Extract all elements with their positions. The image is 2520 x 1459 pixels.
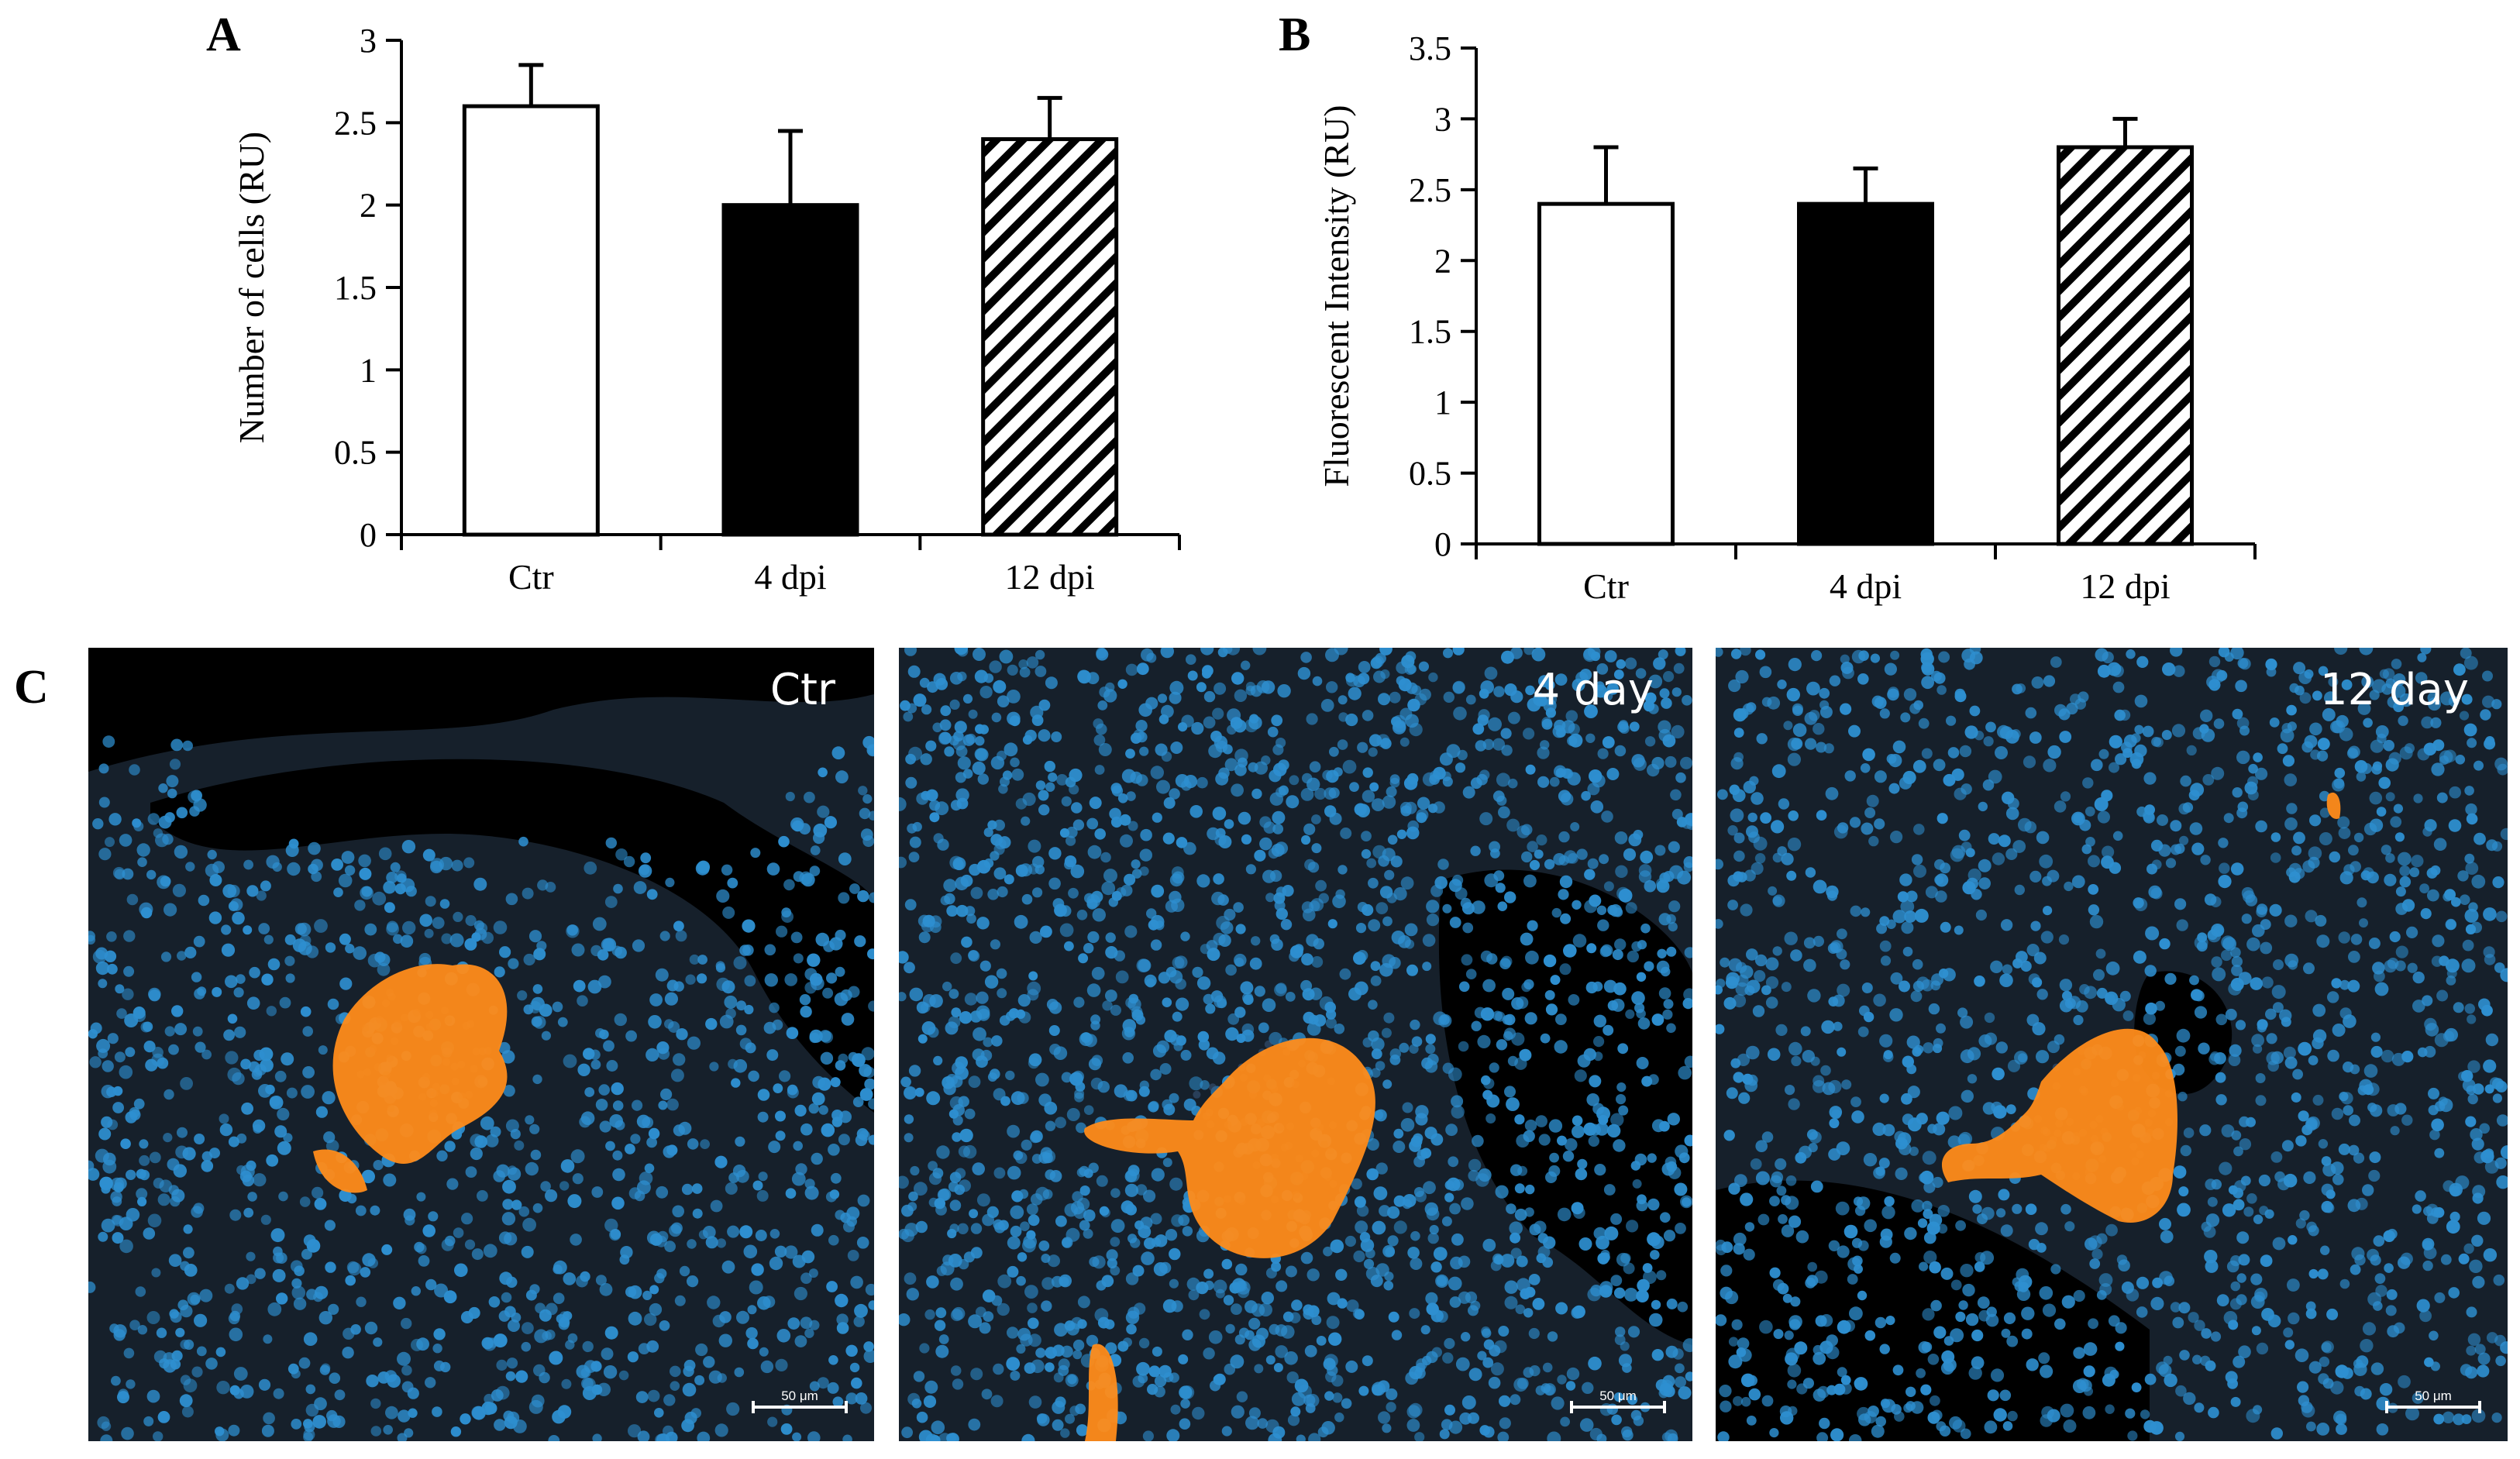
y-tick-label: 3	[1434, 100, 1451, 138]
islet-region	[2326, 792, 2341, 819]
micrograph-12-day: 12 day 50 μm	[1716, 648, 2508, 1441]
micrograph-ctr: Ctr 50 μm	[88, 648, 874, 1441]
y-tick-label: 0	[1434, 525, 1451, 563]
y-tick-label: 1	[1434, 384, 1451, 422]
bar	[2057, 145, 2194, 546]
bar	[721, 203, 859, 537]
bar	[1797, 201, 1934, 546]
y-tick-label: 2.5	[1409, 171, 1451, 209]
scale-bar: 50 μm	[752, 1388, 848, 1413]
panel-letter-a: A	[206, 9, 241, 61]
islet-region	[332, 964, 508, 1164]
scale-bar-line	[752, 1401, 848, 1413]
dark-region	[150, 759, 874, 1113]
micrograph-label: 4 day	[1532, 665, 1654, 715]
islet-region	[1085, 1344, 1118, 1441]
bar	[1537, 201, 1675, 546]
y-tick-label: 2	[1434, 242, 1451, 280]
x-tick-label: Ctr	[508, 557, 554, 597]
islet-region	[1084, 1037, 1375, 1258]
scale-bar-line	[2385, 1401, 2481, 1413]
islet-region	[1941, 1028, 2177, 1223]
nuclei	[88, 735, 874, 1441]
y-axis-title: Number of cells (RU)	[232, 132, 271, 443]
y-tick-label: 2	[360, 187, 377, 225]
x-tick-label: 12 dpi	[2080, 566, 2170, 606]
chart-b: 0 0.5 1 1.5 2 2.5 3 3.5 Ctr 4 dpi 12 dpi Fluorescen…	[1317, 29, 2257, 606]
y-tick-label: 2.5	[334, 104, 377, 142]
x-tick-label: 12 dpi	[1005, 557, 1095, 597]
nuclei	[1716, 648, 2508, 1441]
chart-a: 0 0.5 1 1.5 2 2.5 3 Ctr 4 dpi 12 dpi Number of cel…	[232, 22, 1181, 597]
scale-bar-line	[1570, 1401, 1666, 1413]
scale-bar-label: 50 μm	[2415, 1388, 2452, 1403]
panel-letter-c: C	[14, 661, 49, 714]
scale-bar: 50 μm	[1570, 1388, 1666, 1413]
x-tick-label: Ctr	[1583, 566, 1629, 606]
scale-bar: 50 μm	[2385, 1388, 2481, 1413]
y-tick-label: 3	[360, 22, 377, 60]
y-axis-title: Fluorescent Intensity (RU)	[1317, 105, 1356, 487]
dark-region	[88, 648, 874, 772]
y-tick-label: 0.5	[334, 434, 377, 472]
y-tick-label: 0	[360, 516, 377, 554]
scale-bar-label: 50 μm	[1599, 1388, 1637, 1403]
y-tick-label: 3.5	[1409, 29, 1451, 67]
scale-bar-label: 50 μm	[781, 1388, 818, 1403]
y-tick-label: 1	[360, 351, 377, 389]
bar	[462, 104, 600, 537]
x-tick-label: 4 dpi	[754, 557, 826, 597]
micrograph-4-day: 4 day 50 μm	[899, 648, 1692, 1441]
y-tick-label: 1.5	[334, 269, 377, 307]
panel-letter-b: B	[1279, 9, 1311, 61]
bar	[981, 137, 1119, 537]
micrograph-label: Ctr	[769, 665, 835, 715]
nuclei	[899, 648, 1692, 1441]
y-tick-label: 1.5	[1409, 313, 1451, 351]
islet-region	[313, 1149, 367, 1193]
y-tick-label: 0.5	[1409, 455, 1451, 493]
x-tick-label: 4 dpi	[1830, 566, 1902, 606]
micrograph-label: 12 day	[2319, 665, 2469, 715]
